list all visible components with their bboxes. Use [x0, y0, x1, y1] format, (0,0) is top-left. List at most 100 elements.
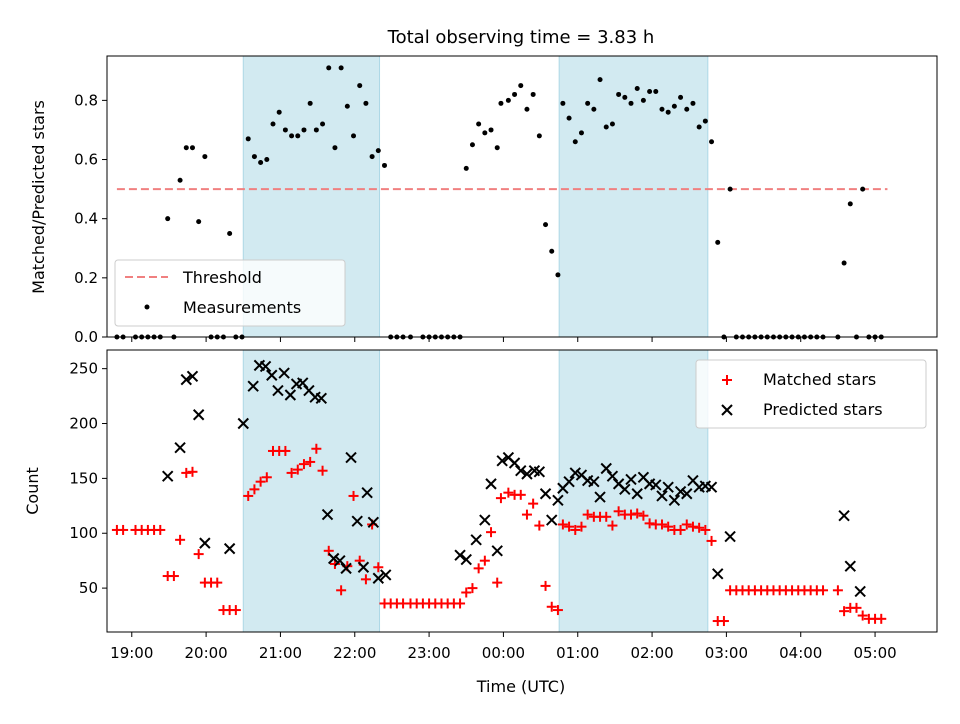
measurement-point — [628, 100, 634, 106]
matched-star-point — [495, 493, 506, 504]
matched-star-point — [632, 508, 643, 519]
y-tick-label: 0.0 — [74, 328, 98, 346]
predicted-star-point — [357, 561, 370, 573]
predicted-star-point — [223, 542, 236, 555]
predicted-star-point — [372, 572, 385, 584]
predicted-star-point — [266, 369, 278, 381]
predicted-star-point — [539, 488, 552, 500]
predicted-star-point — [361, 486, 373, 499]
matched-star-point — [576, 521, 587, 532]
y-tick-label: 250 — [69, 360, 98, 378]
measurement-point — [332, 145, 338, 151]
y-tick-label: 150 — [69, 469, 98, 487]
predicted-star-point — [460, 553, 472, 566]
measurement-point — [572, 139, 578, 145]
predicted-star-point — [192, 409, 205, 421]
measurement-point — [177, 177, 183, 183]
matched-star-point — [175, 534, 186, 545]
measurement-point — [196, 219, 202, 225]
measurement-point — [381, 162, 387, 168]
matched-star-point — [230, 605, 241, 616]
measurement-point — [560, 100, 566, 106]
predicted-star-point — [625, 473, 637, 486]
y-tick-label: 0.4 — [74, 210, 98, 228]
predicted-star-point — [180, 373, 192, 386]
measurement-point — [357, 83, 363, 89]
matched-star-point — [857, 610, 868, 621]
matched-star-point — [656, 519, 667, 530]
bottom-shaded-regions — [242, 349, 709, 633]
matched-star-point — [187, 466, 198, 477]
matched-star-point — [546, 601, 557, 612]
matched-star-point — [305, 456, 316, 467]
matched-star-point — [570, 524, 581, 535]
measurement-point — [665, 109, 671, 115]
matched-star-point — [492, 577, 503, 588]
matched-star-point — [348, 490, 359, 501]
predicted-star-point — [479, 514, 491, 526]
predicted-star-point — [315, 392, 328, 404]
predicted-stars-points — [161, 359, 866, 598]
matched-star-point — [515, 489, 526, 500]
matched-star-point — [212, 577, 223, 588]
legend-predicted-label: Predicted stars — [763, 400, 883, 419]
matched-star-point — [564, 521, 575, 532]
x-axis-label: Time (UTC) — [476, 677, 565, 696]
matched-star-point — [700, 524, 711, 535]
predicted-star-point — [681, 488, 693, 500]
predicted-star-point — [340, 562, 352, 575]
measurement-point — [585, 100, 591, 106]
legend-threshold-label: Threshold — [182, 268, 262, 287]
matched-star-point — [261, 472, 272, 483]
predicted-star-point — [297, 377, 309, 389]
measurement-point — [696, 124, 702, 130]
measurement-point — [227, 230, 233, 236]
measurement-point — [709, 139, 715, 145]
predicted-star-point — [284, 389, 297, 401]
predicted-star-point — [569, 467, 581, 479]
matched-star-point — [534, 520, 545, 531]
bottom-x-axis-ticks: 19:00 20:00 21:00 22:00 23:00 00:00 01:00 02:00… — [110, 632, 897, 662]
measurement-point — [363, 100, 369, 106]
predicted-star-point — [367, 516, 380, 528]
measurement-point — [616, 91, 622, 97]
matched-star-point — [521, 509, 532, 520]
matched-star-point — [626, 509, 637, 520]
legend-measurement-swatch — [144, 304, 150, 310]
predicted-star-point — [199, 537, 211, 549]
bottom-y-axis-ticks: 50 100 150 200 250 — [69, 360, 107, 597]
matched-star-point — [718, 616, 729, 627]
measurement-point — [684, 106, 690, 112]
matched-stars-points — [111, 443, 887, 627]
y-tick-label: 0.2 — [74, 269, 98, 287]
matched-star-point — [155, 524, 166, 535]
measurement-point — [245, 136, 251, 142]
matched-star-point — [168, 571, 179, 582]
matched-star-point — [503, 487, 514, 498]
figure-title: Total observing time = 3.83 h — [387, 27, 655, 48]
matched-star-point — [681, 519, 692, 530]
measurement-point — [690, 100, 696, 106]
matched-star-point — [839, 606, 850, 617]
predicted-star-point — [521, 468, 533, 480]
measurement-point — [622, 94, 628, 100]
x-tick-label: 01:00 — [556, 644, 599, 662]
measurement-point — [518, 83, 524, 89]
predicted-star-point — [546, 514, 558, 526]
x-tick-label: 22:00 — [333, 644, 376, 662]
matched-star-point — [540, 580, 551, 591]
matched-star-point — [118, 524, 129, 535]
matched-star-point — [663, 521, 674, 532]
legend-measurement-label: Measurements — [183, 298, 301, 317]
matched-star-point — [818, 585, 829, 596]
measurement-point — [524, 106, 530, 112]
measurement-point — [727, 186, 733, 192]
top-legend-box — [114, 259, 346, 327]
predicted-star-point — [259, 360, 272, 373]
top-panel: 0.00.20.40.60.8 Matched/Predicted stars … — [29, 55, 938, 346]
measurement-point — [603, 124, 609, 130]
matched-star-point — [360, 574, 371, 585]
matched-star-point — [675, 524, 686, 535]
predicted-star-point — [161, 470, 174, 482]
matched-star-point — [694, 522, 705, 533]
